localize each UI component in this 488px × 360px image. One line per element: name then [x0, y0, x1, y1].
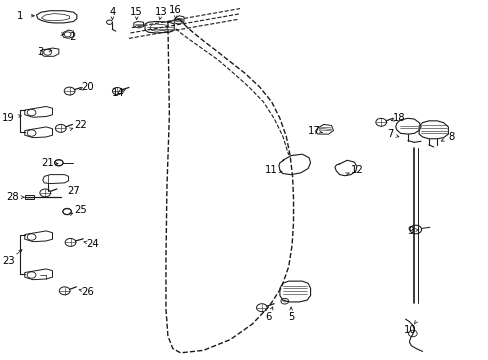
Text: 2: 2 [69, 32, 75, 41]
Text: 19: 19 [2, 113, 15, 123]
Text: 9: 9 [407, 226, 413, 236]
Text: 28: 28 [6, 192, 19, 202]
Text: 17: 17 [307, 126, 320, 135]
Bar [25, 195, 35, 199]
Text: 4: 4 [109, 7, 115, 17]
Text: 10: 10 [403, 325, 416, 335]
Text: 21: 21 [41, 158, 54, 168]
Text: 14: 14 [112, 88, 124, 98]
Text: 3: 3 [37, 46, 43, 57]
Polygon shape [134, 22, 143, 28]
Text: 16: 16 [169, 5, 182, 15]
Text: 18: 18 [392, 113, 405, 123]
Text: 7: 7 [386, 129, 392, 139]
Text: 1: 1 [17, 11, 23, 21]
Text: 5: 5 [287, 312, 294, 322]
Text: 25: 25 [74, 206, 86, 216]
Text: 13: 13 [155, 7, 167, 17]
Text: 20: 20 [81, 82, 94, 93]
Text: 23: 23 [2, 256, 15, 266]
Text: 24: 24 [86, 239, 99, 249]
Text: 27: 27 [67, 186, 80, 197]
Text: 6: 6 [264, 312, 271, 322]
Text: 22: 22 [74, 121, 86, 130]
Text: 26: 26 [81, 287, 94, 297]
Text: 12: 12 [350, 165, 363, 175]
Text: 11: 11 [264, 165, 278, 175]
Text: 15: 15 [130, 7, 143, 17]
Text: 8: 8 [448, 132, 454, 142]
